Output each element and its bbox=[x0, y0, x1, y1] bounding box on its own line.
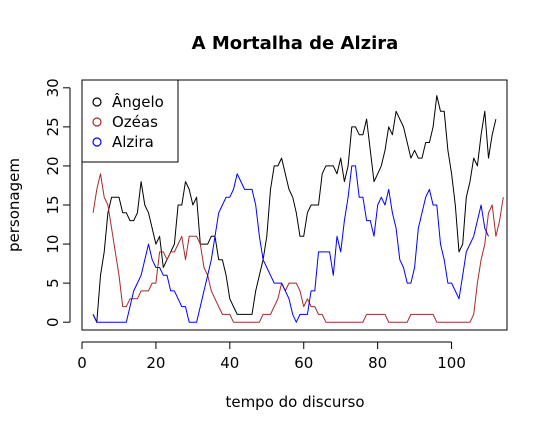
y-tick-label: 0 bbox=[44, 317, 62, 327]
legend-label: Alzira bbox=[112, 133, 154, 151]
legend-marker bbox=[92, 137, 102, 147]
series-line-1 bbox=[92, 173, 504, 323]
legend-label: Ozéas bbox=[112, 113, 158, 131]
y-tick-label: 30 bbox=[44, 78, 62, 97]
x-tick-label: 40 bbox=[220, 354, 239, 372]
x-tick-label: 80 bbox=[368, 354, 387, 372]
legend-label: Ângelo bbox=[112, 92, 164, 111]
plot-frame bbox=[81, 79, 508, 331]
y-tick-label: 5 bbox=[44, 278, 62, 288]
series-layer bbox=[92, 95, 504, 323]
y-tick-label: 25 bbox=[44, 117, 62, 136]
x-tick-label: 100 bbox=[437, 354, 466, 372]
x-tick-label: 20 bbox=[146, 354, 165, 372]
series-line-2 bbox=[92, 165, 489, 323]
legend-marker bbox=[92, 117, 102, 127]
chart-title: A Mortalha de Alzira bbox=[192, 33, 399, 54]
y-tick-label: 10 bbox=[44, 235, 62, 254]
y-axis: 0 5 10 15 20 25 30 bbox=[44, 78, 71, 327]
x-tick-label: 60 bbox=[294, 354, 313, 372]
legend: Ângelo Ozéas Alzira bbox=[81, 79, 179, 163]
legend-box bbox=[81, 79, 179, 163]
x-axis-label: tempo do discurso bbox=[225, 393, 364, 411]
y-tick-label: 20 bbox=[44, 156, 62, 175]
legend-marker bbox=[92, 97, 102, 107]
x-tick-label: 0 bbox=[77, 354, 87, 372]
y-axis-label: personagem bbox=[5, 158, 23, 252]
x-axis: 0 20 40 60 80 100 bbox=[77, 341, 466, 372]
y-tick-label: 15 bbox=[44, 195, 62, 214]
series-line-0 bbox=[92, 95, 497, 323]
